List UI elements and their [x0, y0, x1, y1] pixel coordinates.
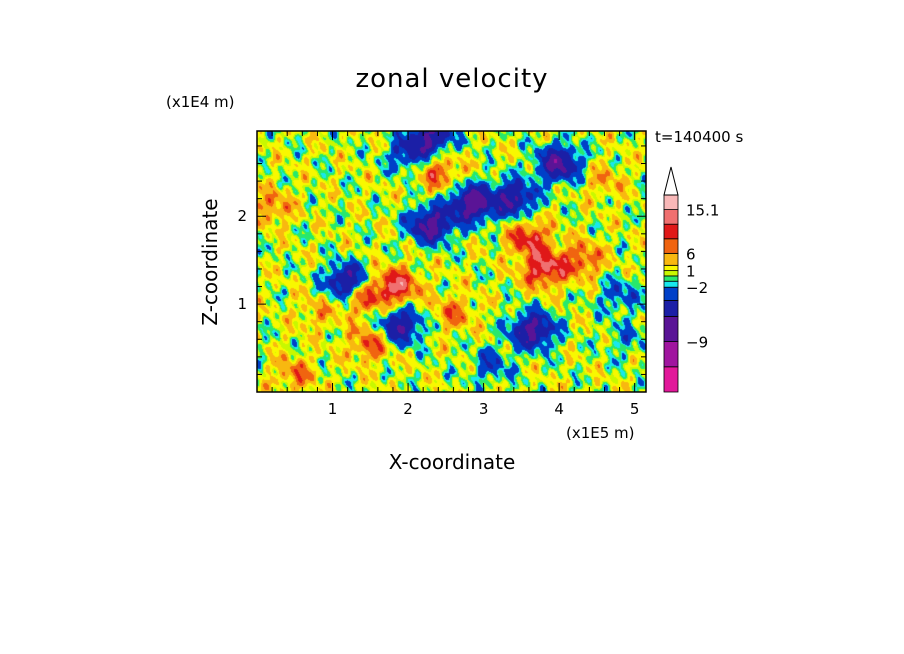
colorbar-overflow-arrow	[663, 166, 679, 196]
plot-frame	[256, 130, 647, 393]
colorbar-band	[663, 280, 679, 288]
y-axis-label: Z-coordinate	[198, 198, 222, 325]
colorbar-tick-label: −2	[686, 279, 708, 297]
colorbar-band	[663, 286, 679, 301]
x-tick-label: 2	[403, 400, 413, 418]
colorbar-band	[663, 238, 679, 254]
colorbar-band	[663, 366, 679, 393]
colorbar-band	[663, 209, 679, 225]
chart-title: zonal velocity	[355, 64, 548, 94]
colorbar-tick-label: −9	[686, 334, 708, 352]
y-tick-label: 1	[237, 295, 247, 313]
colorbar-band	[663, 300, 679, 317]
y-tick-label: 2	[237, 207, 247, 225]
heatmap-field	[257, 131, 646, 392]
x-tick-label: 1	[328, 400, 338, 418]
x-tick-label: 4	[554, 400, 564, 418]
time-label: t=140400 s	[655, 128, 743, 146]
colorbar-tick-label: 15.1	[686, 202, 719, 220]
colorbar-band	[663, 252, 679, 266]
colorbar-tick-label: 1	[686, 263, 696, 281]
colorbar-band	[663, 194, 679, 210]
colorbar-band	[663, 341, 679, 368]
x-axis-ticks: 1 2 3 4 5	[256, 131, 640, 418]
colorbar-tick-label: 6	[686, 245, 696, 263]
y-axis-ticks: 12	[237, 145, 646, 375]
x-axis-label: X-coordinate	[389, 450, 516, 474]
colorbar-band	[663, 275, 679, 282]
colorbar-band	[663, 315, 679, 342]
x-tick-label: 5	[630, 400, 640, 418]
colorbar-band	[663, 264, 679, 272]
colorbar: 15.1 61−2 −9	[663, 166, 719, 393]
x-tick-label: 3	[479, 400, 489, 418]
x-unit-label: (x1E5 m)	[566, 424, 635, 442]
y-unit-label: (x1E4 m)	[166, 93, 235, 111]
colorbar-band	[663, 270, 679, 277]
velocity-field-image	[257, 131, 646, 392]
colorbar-band	[663, 223, 679, 240]
